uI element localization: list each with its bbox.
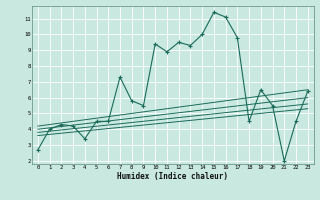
X-axis label: Humidex (Indice chaleur): Humidex (Indice chaleur) (117, 172, 228, 181)
